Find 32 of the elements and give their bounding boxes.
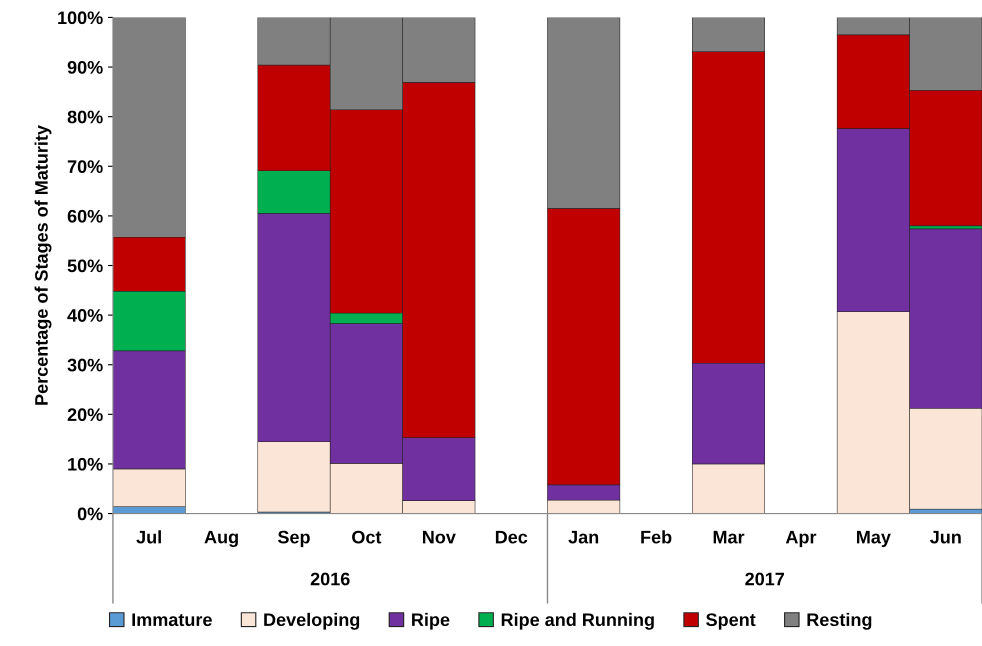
x-tick-label: Jan [568,530,598,544]
legend-label: Resting [807,612,872,630]
y-tick-label: 80% [68,110,103,124]
y-tick-label: 100% [58,11,103,24]
y-tick-label: 60% [68,210,103,223]
y-tick-label: 10% [68,458,103,471]
x-tick-label: Feb [641,530,672,544]
y-tick-label: 90% [68,60,103,74]
x-tick-label: Dec [496,530,528,544]
x-tick-label: May [857,530,891,548]
y-tick-label: 70% [68,160,103,173]
x-tick-label: Nov [422,530,456,544]
legend-label: Ripe and Running [502,612,654,630]
y-tick-label: 50% [68,259,103,272]
x-tick-label: Oct [352,530,382,544]
legend-label: Immature [132,614,212,626]
x-tick-label: Aug [204,530,238,548]
legend-label: Developing [264,612,360,630]
x-tick-label: Apr [786,530,816,548]
y-tick-label: 30% [67,358,103,372]
y-tick-label: 0% [78,508,103,520]
legend-label: Ripe [412,612,450,630]
x-tick-label: Jul [136,530,161,544]
y-tick-label: 20% [68,408,103,422]
y-tick-label: 40% [67,309,103,322]
legend-label: Spent [706,613,756,630]
x-tick-label: Mar [714,530,744,544]
x-tick-label: Sep [278,530,310,548]
text: 2017 [745,572,784,586]
y-axis-title: Percentage of Stages of Maturity [34,125,52,405]
text: 2016 [310,572,350,586]
x-tick-label: Jun [930,530,961,544]
